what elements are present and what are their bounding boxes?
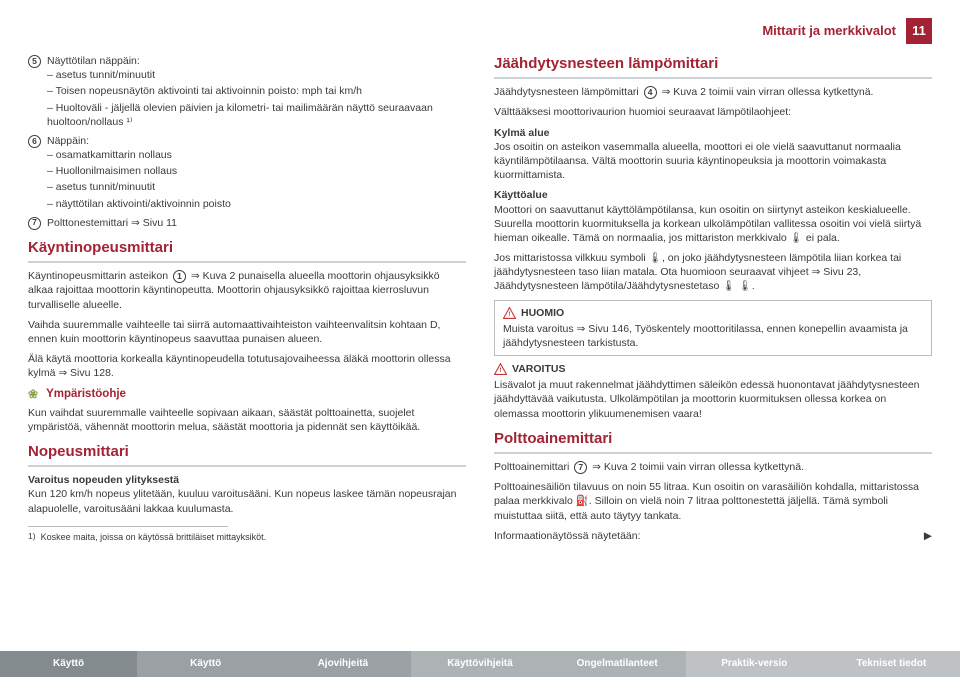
warning-triangle-icon: !	[494, 363, 507, 375]
list-item: 5 Näyttötilan näppäin: asetus tunnit/min…	[28, 54, 466, 131]
paragraph: Jäähdytysnesteen lämpömittari 4 ⇒ Kuva 2…	[494, 85, 932, 99]
page-number: 11	[906, 18, 932, 44]
footer-tab[interactable]: Ajovihjeitä	[274, 651, 411, 677]
paragraph: Polttoainesäiliön tilavuus on noin 55 li…	[494, 480, 932, 523]
callout-title: ! VAROITUS	[494, 362, 932, 376]
warning-triangle-icon: !	[503, 307, 516, 319]
notice-callout: ! HUOMIO Muista varoitus ⇒ Sivu 146, Työ…	[494, 300, 932, 357]
dash-item: Huollonilmaisimen nollaus	[47, 164, 231, 178]
paragraph: Kun vaihdat suuremmalle vaihteelle sopiv…	[28, 406, 466, 434]
continue-arrow-icon: ▶	[924, 529, 932, 543]
paragraph: Kun 120 km/h nopeus ylitetään, kuuluu va…	[28, 487, 466, 515]
paragraph: Jos osoitin on asteikon vasemmalla aluee…	[494, 140, 932, 183]
section-heading: Käyntinopeusmittari	[28, 238, 466, 263]
numbered-list: 5 Näyttötilan näppäin: asetus tunnit/min…	[28, 54, 466, 230]
callout-body: Lisävalot ja muut rakennelmat jäähdyttim…	[494, 378, 932, 421]
paragraph: Moottori on saavuttanut käyttölämpötilan…	[494, 203, 932, 246]
page-header: Mittarit ja merkkivalot 11	[28, 18, 932, 44]
dash-item: osamatkamittarin nollaus	[47, 148, 231, 162]
warning-block: ! VAROITUS Lisävalot ja muut rakennelmat…	[494, 362, 932, 421]
section-heading: Nopeusmittari	[28, 442, 466, 467]
svg-text:!: !	[508, 311, 510, 318]
dash-list: osamatkamittarin nollaus Huollonilmaisim…	[47, 148, 231, 211]
right-column: Jäähdytysnesteen lämpömittari Jäähdytysn…	[494, 54, 932, 549]
callout-body: Muista varoitus ⇒ Sivu 146, Työskentely …	[503, 322, 923, 350]
footer-tab[interactable]: Tekniset tiedot	[823, 651, 960, 677]
list-item: 7 Polttonestemittari ⇒ Sivu 11	[28, 216, 466, 230]
footnote: 1) Koskee maita, joissa on käytössä brit…	[28, 531, 466, 543]
footer-tab[interactable]: Ongelmatilanteet	[549, 651, 686, 677]
svg-text:!: !	[499, 367, 501, 374]
footnote-text: Koskee maita, joissa on käytössä brittil…	[41, 531, 267, 543]
paragraph: Välttääksesi moottorivaurion huomioi seu…	[494, 105, 932, 119]
paragraph: Informaationäytössä näytetään: ▶	[494, 529, 932, 543]
circled-number-icon: 4	[644, 86, 657, 99]
dash-item: asetus tunnit/minuutit	[47, 68, 466, 82]
item-head: Näyttötilan näppäin:	[47, 54, 466, 68]
circled-number-icon: 5	[28, 55, 41, 68]
list-item: 6 Näppäin: osamatkamittarin nollaus Huol…	[28, 134, 466, 213]
subheading: Käyttöalue	[494, 188, 932, 202]
columns: 5 Näyttötilan näppäin: asetus tunnit/min…	[28, 54, 932, 549]
paragraph: Jos mittaristossa vilkkuu symboli 🌡, on …	[494, 251, 932, 294]
circled-number-icon: 6	[28, 135, 41, 148]
footer-tab[interactable]: Käyttö	[137, 651, 274, 677]
paragraph: Älä käytä moottoria korkealla käyntinope…	[28, 352, 466, 380]
footer-tab[interactable]: Käyttö	[0, 651, 137, 677]
footer-tab[interactable]: Käyttövihjeitä	[411, 651, 548, 677]
callout-title: ! HUOMIO	[503, 306, 923, 320]
left-column: 5 Näyttötilan näppäin: asetus tunnit/min…	[28, 54, 466, 549]
section-heading: Polttoainemittari	[494, 429, 932, 454]
circled-number-icon: 1	[173, 270, 186, 283]
subheading: Kylmä alue	[494, 126, 932, 140]
subheading: Varoitus nopeuden ylityksestä	[28, 473, 466, 487]
footer-tab[interactable]: Praktik-versio	[686, 651, 823, 677]
footnote-number: 1)	[28, 531, 36, 543]
dash-item: Toisen nopeusnäytön aktivointi tai aktiv…	[47, 84, 466, 98]
leaf-icon: ❀	[28, 386, 38, 402]
page-container: Mittarit ja merkkivalot 11 5 Näyttötilan…	[0, 0, 960, 549]
footer-tabs: Käyttö Käyttö Ajovihjeitä Käyttövihjeitä…	[0, 651, 960, 677]
dash-item: Huoltoväli - jäljellä olevien päivien ja…	[47, 101, 466, 129]
dash-item: näyttötilan aktivointi/aktivoinnin poist…	[47, 197, 231, 211]
item-head: Näppäin:	[47, 134, 231, 148]
footnote-rule	[28, 526, 228, 527]
dash-list: asetus tunnit/minuutit Toisen nopeusnäyt…	[47, 68, 466, 129]
environment-heading: ❀ Ympäristöohje	[28, 386, 466, 402]
item-text: Polttonestemittari ⇒ Sivu 11	[47, 216, 177, 230]
dash-item: asetus tunnit/minuutit	[47, 180, 231, 194]
paragraph: Polttoainemittari 7 ⇒ Kuva 2 toimii vain…	[494, 460, 932, 474]
header-title: Mittarit ja merkkivalot	[762, 22, 896, 40]
section-heading: Jäähdytysnesteen lämpömittari	[494, 54, 932, 79]
paragraph: Käyntinopeusmittarin asteikon 1 ⇒ Kuva 2…	[28, 269, 466, 312]
circled-number-icon: 7	[574, 461, 587, 474]
paragraph: Vaihda suuremmalle vaihteelle tai siirrä…	[28, 318, 466, 346]
circled-number-icon: 7	[28, 217, 41, 230]
